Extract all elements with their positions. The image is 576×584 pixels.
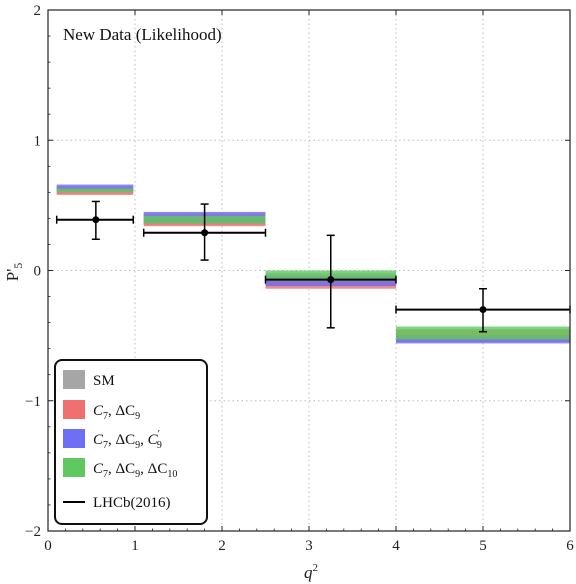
- legend-swatch-sm: [63, 370, 85, 389]
- x-tick-label-4: 4: [392, 538, 400, 554]
- y-tick-label-1: 1: [34, 133, 42, 149]
- legend-label-c7-dc9: C7, ΔC9: [93, 403, 140, 422]
- band-series-3-bin-3: [396, 326, 570, 340]
- x-tick-label-2: 2: [218, 538, 226, 554]
- x-tick-label-0: 0: [44, 538, 52, 554]
- x-tick-label-3: 3: [305, 538, 313, 554]
- y-tick-label-2: 2: [34, 3, 42, 19]
- y-tick-label-0: 0: [34, 264, 42, 280]
- lhcb-point-1: [201, 229, 209, 237]
- y-tick-label--1: −1: [25, 394, 41, 410]
- band-series-2-bin-0: [56, 184, 134, 192]
- x-axis-title: q2: [304, 562, 318, 582]
- grid: [48, 10, 570, 531]
- axis-ticks: 0 1 2 3 4 5 6 −2 −1 0 1 2: [25, 3, 574, 554]
- lhcb-point-2: [327, 276, 335, 284]
- x-tick-label-6: 6: [566, 538, 574, 554]
- legend-label-c7-dc9-c9p: C7, ΔC9, C′ 9: [93, 429, 162, 451]
- legend-swatch-c7-dc9-c9p: [63, 429, 85, 448]
- legend-label-sm: SM: [93, 373, 115, 389]
- legend-label-c7-dc9-dc10: C7, ΔC9, ΔC10: [93, 461, 177, 480]
- band-series-3-bin-0: [56, 188, 134, 193]
- legend-label-lhcb: LHCb(2016): [93, 495, 171, 511]
- legend: SM C7, ΔC9 C7, ΔC9, C′ 9 C7, ΔC9, ΔC10 LH…: [54, 359, 208, 525]
- chart-title: New Data (Likelihood): [63, 25, 222, 44]
- measurement-points: [55, 200, 571, 333]
- lhcb-point-0: [92, 216, 100, 224]
- y-tick-label--2: −2: [25, 524, 41, 540]
- legend-box: [54, 359, 208, 525]
- x-tick-label-1: 1: [131, 538, 139, 554]
- legend-swatch-c7-dc9: [63, 400, 85, 419]
- legend-swatch-c7-dc9-dc10: [63, 458, 85, 477]
- x-tick-label-5: 5: [479, 538, 487, 554]
- lhcb-point-3: [479, 306, 487, 314]
